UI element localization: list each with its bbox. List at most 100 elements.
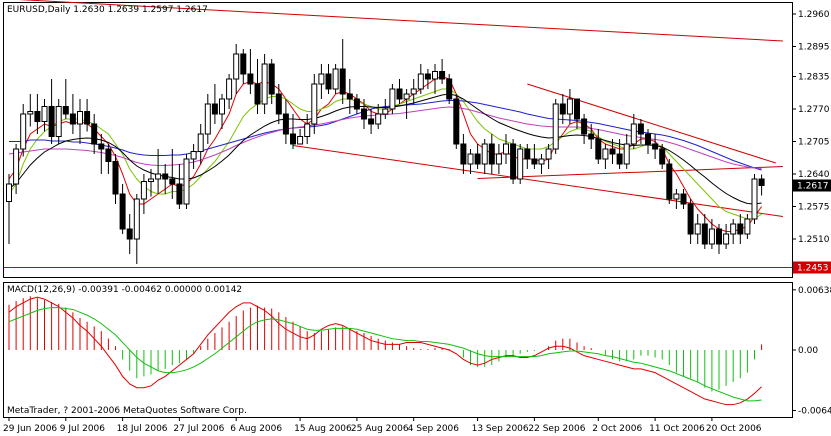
trendline (527, 83, 776, 164)
trendline (477, 166, 783, 179)
candle-body (162, 173, 169, 180)
candle-body (538, 158, 545, 165)
candle-body (694, 223, 701, 235)
candle-body (510, 143, 517, 180)
candle-body (297, 136, 304, 145)
date-tick-label: 20 Oct 2006 (706, 424, 762, 434)
candle-body (318, 73, 325, 85)
candle-body (261, 63, 268, 105)
date-axis: 29 Jun 2006 9 Jul 2006 18 Jul 2006 27 Jul 2… (3, 417, 762, 434)
price-tick-label: 1.2895 (798, 43, 830, 53)
price-tick-label: 1.2640 (798, 170, 830, 180)
candle-body (346, 93, 353, 100)
candle-body (84, 111, 91, 125)
candle-body (673, 193, 680, 200)
candle-body (6, 183, 12, 202)
candle-body (282, 113, 289, 135)
candle-body (211, 103, 218, 115)
candle-body (133, 198, 140, 240)
candle-body (453, 98, 460, 145)
candle-body (240, 53, 247, 75)
candle-body (396, 88, 403, 100)
date-tick-label: 18 Jul 2006 (117, 424, 168, 434)
date-tick-label: 22 Sep 2006 (528, 424, 585, 434)
candle-body (126, 228, 133, 240)
candle-body (339, 68, 346, 95)
current-price-tag (793, 179, 831, 192)
macd-line (8, 296, 762, 406)
candle-body (375, 113, 382, 125)
trendline (18, 0, 783, 42)
candle-body (574, 98, 580, 120)
candle-body (637, 123, 644, 135)
date-tick-label: 9 Jul 2006 (60, 424, 105, 434)
candle-body (595, 138, 602, 160)
candle-body (332, 68, 339, 90)
candle-body (148, 178, 154, 182)
candle-body (616, 153, 623, 165)
candle-body (20, 113, 27, 150)
date-tick-label: 2 Oct 2006 (592, 424, 642, 434)
alert-price-label: 1.2453 (797, 264, 829, 274)
candle-body (62, 106, 69, 115)
candle-body (77, 111, 83, 125)
candle-body (630, 123, 637, 145)
candle-body (566, 98, 573, 115)
candle-body (623, 143, 630, 165)
candle-body (666, 163, 673, 200)
price-tick-label: 1.2705 (798, 138, 830, 148)
candle-body (13, 148, 20, 185)
macd-title: MACD(12,26,9) -0.00391 -0.00462 0.00000 … (7, 285, 242, 295)
candle-body (581, 118, 588, 135)
candle-body (410, 88, 417, 95)
candle-body (389, 88, 396, 110)
trendlines (18, 0, 783, 217)
candle-body (105, 148, 112, 162)
candle-body (474, 153, 481, 165)
candle-body (361, 108, 367, 120)
candle-body (382, 108, 389, 115)
candle-body (446, 78, 453, 100)
date-tick-label: 13 Sep 2006 (472, 424, 529, 434)
chart-title: EURUSD,Daily 1.2630 1.2639 1.2597 1.2617 (7, 5, 208, 15)
candle-body (41, 106, 48, 122)
candle-body (183, 158, 190, 205)
candle-body (467, 153, 474, 165)
candle-body (48, 106, 55, 137)
macd-tick-label: 0.00638 (798, 286, 831, 296)
candle-body (723, 233, 730, 245)
candle-body (119, 193, 126, 230)
candles (6, 39, 765, 264)
price-tick-label: 1.2575 (798, 203, 830, 213)
candle-body (417, 73, 424, 90)
candle-body (559, 103, 566, 115)
candle-body (460, 143, 467, 165)
date-tick-label: 29 Jun 2006 (3, 424, 57, 434)
candle-body (254, 83, 261, 105)
price-tick-label: 1.2510 (798, 235, 830, 245)
candle-body (325, 73, 332, 90)
date-tick-label: 15 Aug 2006 (294, 424, 352, 434)
candle-body (659, 148, 666, 165)
main-pane-border (3, 2, 793, 278)
candle-body (652, 143, 659, 150)
candle-body (645, 133, 651, 145)
candle-body (517, 148, 524, 180)
date-tick-label: 27 Jul 2006 (173, 424, 224, 434)
candle-body (730, 223, 737, 235)
candle-body (481, 143, 488, 165)
candle-body (701, 223, 708, 245)
current-price-label: 1.2617 (797, 182, 829, 192)
candle-body (708, 228, 715, 245)
candle-body (758, 178, 765, 186)
candle-body (432, 71, 438, 80)
candle-body (588, 133, 595, 140)
candle-body (602, 148, 609, 160)
candle-body (226, 78, 233, 100)
candle-body (737, 223, 744, 235)
date-tick-label: 6 Aug 2006 (230, 424, 282, 434)
macd-pane-border (3, 282, 793, 418)
